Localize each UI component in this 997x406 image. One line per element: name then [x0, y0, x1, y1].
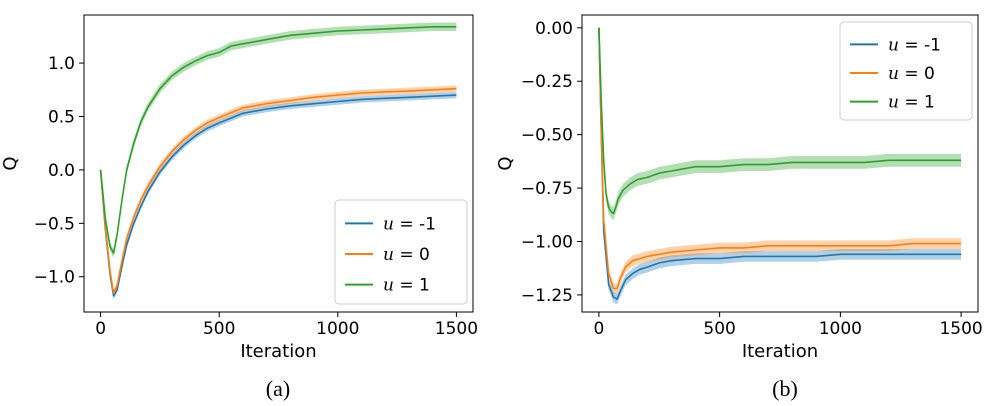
- series-line-0: [99, 87, 457, 294]
- y-tick-label: −1.0: [34, 268, 75, 288]
- x-axis-label: Iteration: [742, 341, 818, 362]
- legend-var: u: [383, 214, 394, 234]
- legend-label: u = 1: [383, 276, 430, 296]
- y-axis-label: Q: [0, 156, 21, 170]
- y-tick-label: 0.0: [48, 161, 75, 181]
- y-axis-label: Q: [495, 156, 516, 170]
- legend-value: 1: [924, 93, 935, 113]
- x-tick-label: 500: [703, 319, 735, 339]
- plot-area-frame: [83, 14, 474, 313]
- legend-eq: =: [394, 245, 419, 265]
- legend: u = -1u = 0u = 1: [334, 199, 468, 305]
- series-line--1: [99, 94, 457, 297]
- x-tick-label: 1000: [316, 319, 359, 339]
- y-tick-label: −0.50: [521, 126, 573, 146]
- x-axis-label: Iteration: [240, 341, 316, 362]
- y-tick-label: 0.00: [535, 19, 573, 39]
- y-tick-label: −0.5: [34, 214, 75, 234]
- series-band-1: [598, 21, 962, 221]
- legend-frame: [839, 21, 973, 121]
- legend-eq: =: [899, 93, 924, 113]
- legend-value: -1: [924, 35, 941, 55]
- y-tick-label: 0.5: [48, 107, 75, 127]
- y-tick-label: −1.25: [521, 286, 573, 306]
- y-tick-label: −0.75: [521, 179, 573, 199]
- legend-value: 0: [419, 245, 430, 265]
- legend-var: u: [383, 245, 394, 265]
- series-line-1: [99, 26, 457, 254]
- panel-caption: (a): [266, 376, 290, 401]
- series-band--1: [598, 22, 962, 305]
- x-tick-label: 0: [593, 319, 604, 339]
- x-tick-label: 1000: [819, 319, 862, 339]
- x-tick-label: 1500: [435, 319, 478, 339]
- legend-eq: =: [394, 276, 419, 296]
- x-tick-label: 0: [95, 319, 106, 339]
- plot-area-frame: [581, 14, 979, 313]
- chart-panel-a: 0 500 1000 1500 −1.0 −0.5 0.0 0.5 1.0 Iteration Q (…: [0, 14, 478, 401]
- legend-value: 1: [419, 276, 430, 296]
- legend-var: u: [383, 276, 394, 296]
- legend-frame: [334, 199, 468, 305]
- series-band-0: [100, 85, 457, 296]
- legend-eq: =: [899, 64, 924, 84]
- legend-var: u: [888, 64, 899, 84]
- series-line-0: [598, 27, 962, 290]
- legend-eq: =: [899, 35, 924, 55]
- legend-label: u = -1: [383, 214, 436, 234]
- y-tick-label: −1.00: [521, 232, 573, 252]
- series-line-1: [598, 27, 962, 215]
- x-tick-label: 500: [203, 319, 235, 339]
- legend-eq: =: [394, 214, 419, 234]
- legend-label: u = 1: [888, 93, 935, 113]
- y-tick-label: −0.25: [521, 72, 573, 92]
- legend-var: u: [888, 35, 899, 55]
- legend-label: u = -1: [888, 35, 941, 55]
- legend-var: u: [888, 93, 899, 113]
- legend-label: u = 0: [888, 64, 935, 84]
- legend-value: -1: [419, 214, 436, 234]
- y-tick-label: 1.0: [48, 54, 75, 74]
- series-line--1: [598, 27, 962, 300]
- legend: u = -1u = 0u = 1: [839, 21, 973, 121]
- x-tick-label: 1500: [939, 319, 982, 339]
- panel-caption: (b): [772, 376, 798, 401]
- legend-label: u = 0: [383, 245, 430, 265]
- legend-value: 0: [924, 64, 935, 84]
- chart-panel-b: 0 500 1000 1500 0.00 −0.25 −0.50 −0.75 −1.00 −1.2…: [495, 14, 983, 401]
